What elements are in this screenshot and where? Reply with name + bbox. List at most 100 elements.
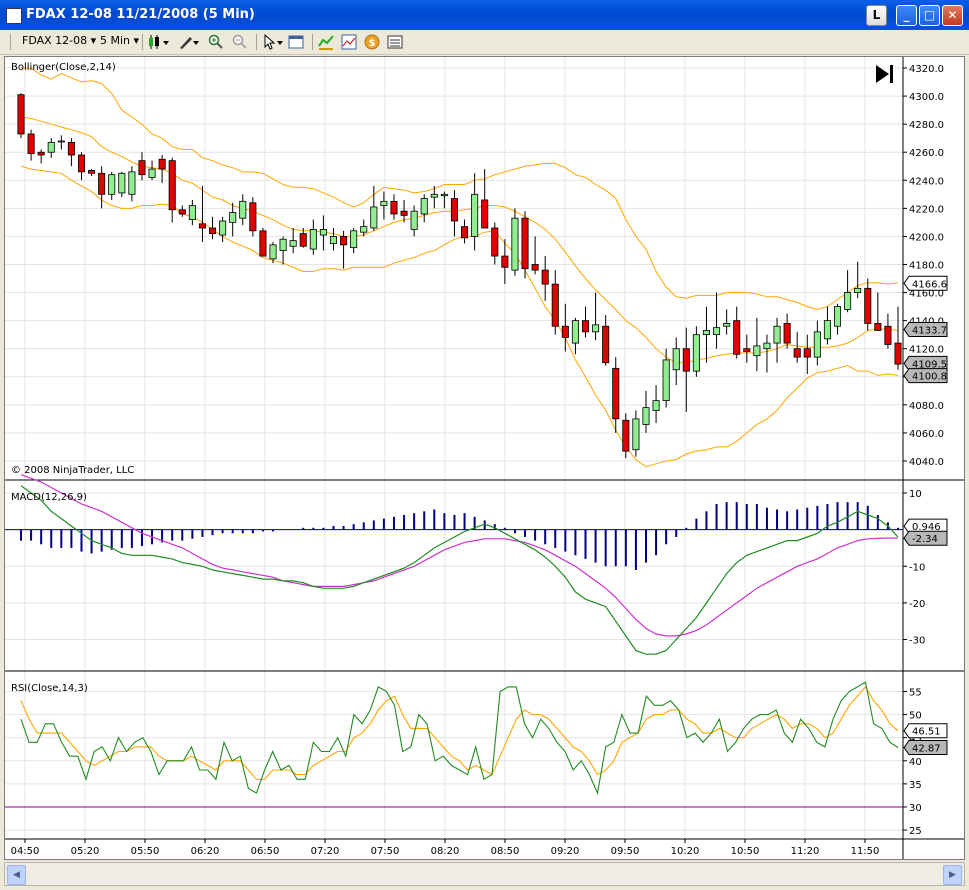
interval-label: 5 Min: [100, 34, 131, 47]
link-button[interactable]: L: [866, 5, 887, 26]
x-tick-label: 06:20: [191, 846, 220, 857]
candle: [481, 169, 489, 229]
scroll-right-button[interactable]: ▶: [943, 865, 962, 885]
y-tick-label: 30: [909, 803, 922, 814]
candle: [854, 261, 862, 299]
candle-body: [894, 342, 902, 365]
price-marker: -2.34: [903, 530, 948, 546]
candle-body: [884, 325, 892, 345]
rsi-line: [20, 681, 899, 795]
candle: [430, 185, 438, 209]
candle: [380, 191, 388, 220]
properties-icon[interactable]: [288, 34, 304, 50]
macd-panel-title: MACD(12,26,9): [11, 492, 87, 503]
candle-body: [350, 230, 358, 249]
candle-body: [521, 217, 529, 270]
candle: [229, 202, 237, 237]
candle: [148, 160, 156, 181]
rsi-panel-title: RSI(Close,14,3): [11, 683, 88, 694]
candle: [360, 219, 368, 237]
candle-body: [581, 320, 590, 333]
candle-body: [551, 283, 559, 327]
candle: [511, 208, 519, 276]
x-tick-label: 06:50: [251, 846, 280, 857]
candle: [723, 309, 731, 335]
candle: [420, 194, 428, 223]
horizontal-scrollbar[interactable]: ◀ ▶: [4, 862, 965, 886]
price-marker-label: 4166.6: [912, 279, 947, 290]
candle: [259, 228, 267, 257]
chart-canvas[interactable]: Bollinger(Close,2,14) © 2008 NinjaTrader…: [5, 57, 964, 859]
candle-body: [219, 220, 227, 236]
price-marker-label: 4100.8: [912, 372, 947, 383]
price-marker-label: 46.51: [912, 727, 941, 738]
scroll-left-button[interactable]: ◀: [7, 865, 26, 885]
data-series-icon[interactable]: [318, 34, 334, 50]
plot-region: [5, 57, 903, 859]
chart-area[interactable]: Bollinger(Close,2,14) © 2008 NinjaTrader…: [4, 56, 965, 860]
candle-body: [501, 255, 509, 268]
x-tick-label: 08:50: [491, 846, 520, 857]
y-tick-label: 4120.0: [909, 345, 944, 356]
strategy-icon[interactable]: $: [364, 34, 380, 50]
play-to-end-icon[interactable]: [876, 65, 893, 83]
candle-body: [289, 240, 297, 247]
rsi-avg-line: [20, 685, 899, 780]
candle: [733, 306, 741, 359]
candle: [783, 313, 791, 349]
candle: [299, 228, 307, 248]
close-button[interactable]: ✕: [942, 5, 963, 26]
candle: [551, 270, 559, 335]
price-marker: 4100.8: [903, 368, 948, 384]
candle: [309, 219, 317, 255]
candle: [27, 129, 35, 161]
candle: [461, 219, 469, 244]
y-tick-label: 4080.0: [909, 401, 944, 412]
x-tick-label: 08:20: [431, 846, 460, 857]
x-tick-label: 05:50: [131, 846, 160, 857]
interval-selector[interactable]: 5 Min ▾: [100, 34, 140, 47]
candle-body: [259, 230, 267, 257]
minimize-button[interactable]: _: [896, 5, 917, 26]
candle-body: [420, 198, 428, 215]
candle: [662, 348, 670, 408]
candlestick-style-icon[interactable]: [148, 34, 170, 50]
candle-body: [440, 193, 448, 197]
candle-body: [833, 306, 842, 327]
candle: [612, 357, 620, 433]
candle: [652, 385, 660, 424]
y-tick-label: 4200.0: [909, 232, 944, 243]
candle-body: [118, 172, 126, 194]
macd-panel: [5, 474, 903, 655]
candle: [450, 190, 458, 237]
zoom-in-icon[interactable]: [208, 34, 224, 50]
candle-body: [773, 325, 781, 344]
candle: [642, 390, 650, 433]
candle: [692, 326, 700, 377]
candle-body: [229, 212, 237, 223]
zoom-out-icon[interactable]: [232, 34, 248, 50]
maximize-button[interactable]: □: [919, 5, 940, 26]
drawing-pen-icon[interactable]: [178, 34, 200, 50]
chart-style-icon[interactable]: [341, 34, 357, 50]
cursor-icon[interactable]: [262, 34, 284, 50]
macd-line: [20, 485, 899, 655]
candle: [198, 185, 206, 243]
candle: [833, 303, 842, 335]
instrument-selector[interactable]: FDAX 12-08 ▾: [22, 34, 97, 47]
candle: [370, 185, 378, 231]
data-box-icon[interactable]: [387, 34, 403, 50]
candle: [561, 303, 569, 352]
candle-body: [612, 367, 620, 420]
candle: [67, 138, 75, 167]
candle: [471, 173, 479, 251]
candle: [88, 169, 96, 177]
candle-body: [17, 94, 25, 135]
x-tick-label: 07:20: [311, 846, 340, 857]
y-axes: 4040.04060.04080.04100.04120.04140.04160…: [903, 64, 944, 837]
y-tick-label: 10: [909, 489, 922, 500]
candle-body: [481, 199, 489, 229]
candle-body: [662, 359, 670, 402]
candle-body: [98, 172, 106, 195]
price-marker-box: [903, 740, 948, 756]
